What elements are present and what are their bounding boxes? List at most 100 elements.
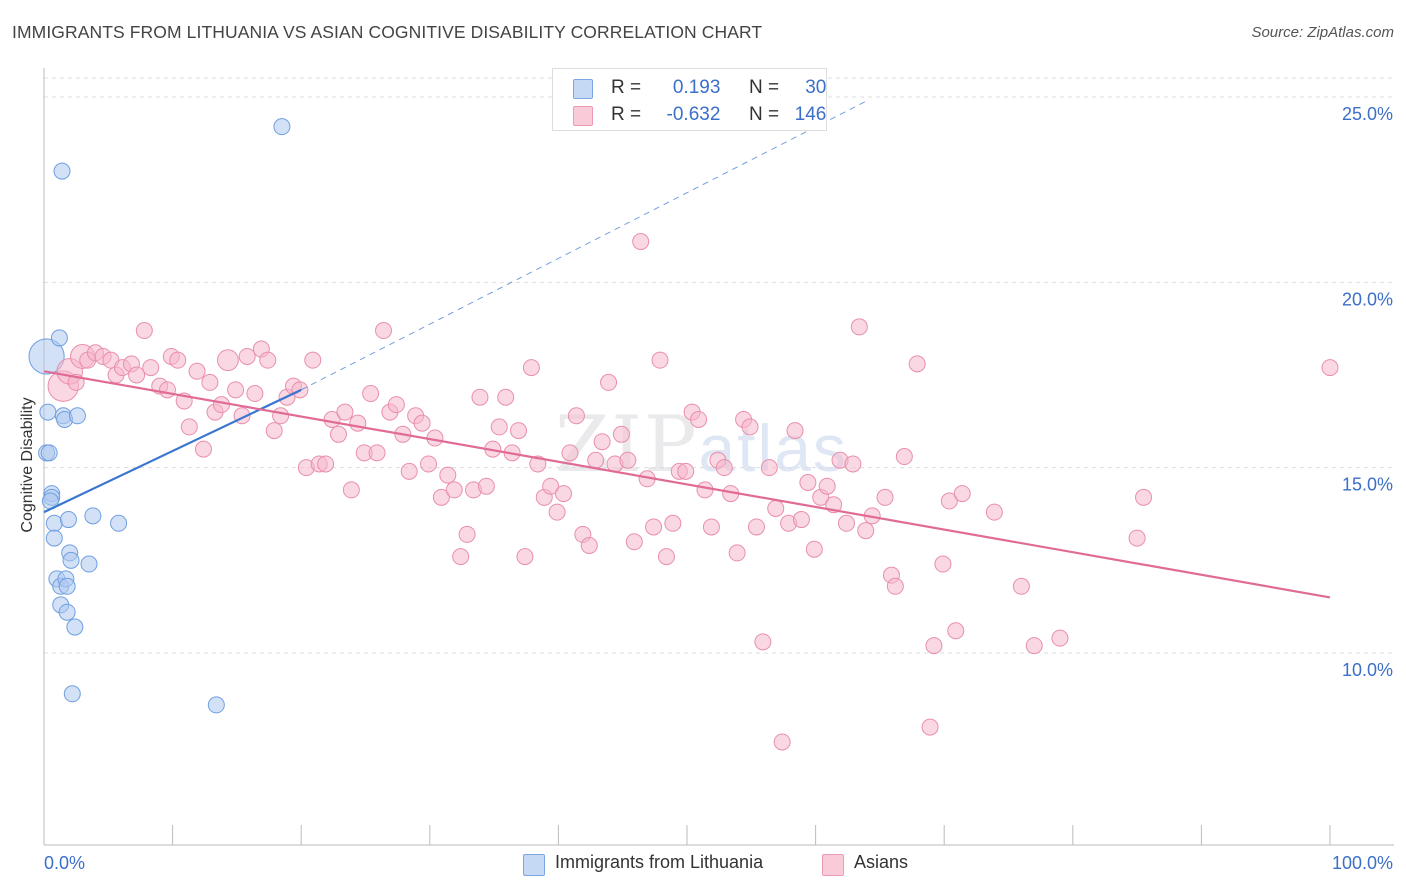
data-point-asians	[542, 477, 560, 495]
data-point-asians	[142, 359, 160, 377]
data-point-asians	[805, 540, 823, 558]
data-point-lithuania	[53, 162, 71, 180]
data-point-asians	[1012, 577, 1030, 595]
data-point-asians	[259, 351, 277, 369]
data-point-asians	[561, 444, 579, 462]
legend-swatch-asians	[573, 106, 593, 126]
data-point-lithuania	[58, 603, 76, 621]
data-point-asians	[818, 477, 836, 495]
data-point-asians	[895, 448, 913, 466]
data-point-asians	[1135, 488, 1153, 506]
data-point-asians	[188, 362, 206, 380]
data-point-asians	[362, 385, 380, 403]
data-point-lithuania	[45, 529, 63, 547]
data-point-asians	[876, 488, 894, 506]
data-point-lithuania	[40, 444, 58, 462]
data-point-asians	[690, 410, 708, 428]
data-point-lithuania	[68, 407, 86, 425]
data-point-asians	[677, 462, 695, 480]
data-point-asians	[400, 462, 418, 480]
x-tick-label-min: 0.0%	[44, 853, 85, 873]
y-tick-label: 15.0%	[1342, 475, 1393, 495]
data-point-asians	[452, 548, 470, 566]
x-tick-label-max: 100.0%	[1332, 853, 1393, 873]
legend-r-label: R =	[611, 77, 642, 98]
data-point-asians	[1321, 359, 1339, 377]
trend-line-asians	[43, 370, 1331, 599]
data-point-asians	[857, 522, 875, 540]
data-point-lithuania	[59, 511, 77, 529]
data-point-asians	[696, 481, 714, 499]
data-point-asians	[747, 518, 765, 536]
data-point-asians	[754, 633, 772, 651]
data-point-asians	[368, 444, 386, 462]
data-point-asians	[158, 381, 176, 399]
data-point-asians	[587, 451, 605, 469]
data-point-asians	[432, 488, 450, 506]
data-point-lithuania	[273, 118, 291, 136]
data-point-asians	[593, 433, 611, 451]
data-point-asians	[921, 718, 939, 736]
data-point-asians	[600, 373, 618, 391]
legend-n-label: N =	[748, 77, 780, 98]
data-point-asians	[342, 481, 360, 499]
data-point-asians	[128, 366, 146, 384]
data-point-lithuania	[28, 338, 65, 375]
data-point-asians	[272, 407, 290, 425]
data-point-asians	[741, 418, 759, 436]
data-point-lithuania	[84, 507, 102, 525]
data-point-asians	[632, 233, 650, 251]
data-point-asians	[715, 459, 733, 477]
data-point-lithuania	[62, 551, 80, 569]
data-point-asians	[908, 355, 926, 373]
data-point-asians	[953, 485, 971, 503]
data-point-asians	[925, 637, 943, 655]
legend-n-label: N =	[748, 104, 780, 125]
data-point-asians	[773, 733, 791, 751]
data-point-asians	[304, 351, 322, 369]
data-point-asians	[728, 544, 746, 562]
data-point-lithuania	[207, 696, 225, 714]
data-point-asians	[180, 418, 198, 436]
data-point-asians	[947, 622, 965, 640]
data-point-asians	[799, 473, 817, 491]
data-point-asians	[940, 492, 958, 510]
data-point-lithuania	[39, 403, 57, 421]
trend-line-lithuania	[43, 388, 302, 514]
data-point-lithuania	[50, 329, 68, 347]
data-point-asians	[387, 396, 405, 414]
data-point-asians	[439, 466, 457, 484]
data-point-lithuania	[66, 618, 84, 636]
data-point-asians	[349, 414, 367, 432]
data-point-asians	[1128, 529, 1146, 547]
data-point-asians	[201, 373, 219, 391]
data-point-asians	[227, 381, 245, 399]
legend-r-value: -0.632	[666, 104, 721, 125]
data-point-asians	[497, 388, 515, 406]
data-point-asians	[619, 451, 637, 469]
bottom-legend-swatch-lithuania	[523, 854, 545, 876]
data-point-asians	[510, 422, 528, 440]
legend-n-value: 146	[794, 104, 827, 125]
data-point-asians	[529, 455, 547, 473]
y-tick-label: 10.0%	[1342, 660, 1393, 680]
data-point-asians	[555, 485, 573, 503]
data-point-asians	[612, 425, 630, 443]
data-point-lithuania	[63, 685, 81, 703]
bottom-legend-label-lithuania: Immigrants from Lithuania	[555, 852, 764, 872]
data-point-asians	[1025, 637, 1043, 655]
data-point-asians	[657, 548, 675, 566]
data-point-asians	[837, 514, 855, 532]
data-point-asians	[238, 347, 256, 365]
data-point-asians	[522, 359, 540, 377]
data-point-asians	[651, 351, 669, 369]
data-point-asians	[212, 396, 230, 414]
data-point-asians	[477, 477, 495, 495]
data-point-asians	[420, 455, 438, 473]
data-point-asians	[760, 459, 778, 477]
data-point-asians	[792, 511, 810, 529]
data-point-asians	[580, 537, 598, 555]
data-point-asians	[516, 548, 534, 566]
data-point-asians	[645, 518, 663, 536]
legend: R = 0.193 N = 30 R = -0.632 N = 146	[552, 68, 827, 131]
